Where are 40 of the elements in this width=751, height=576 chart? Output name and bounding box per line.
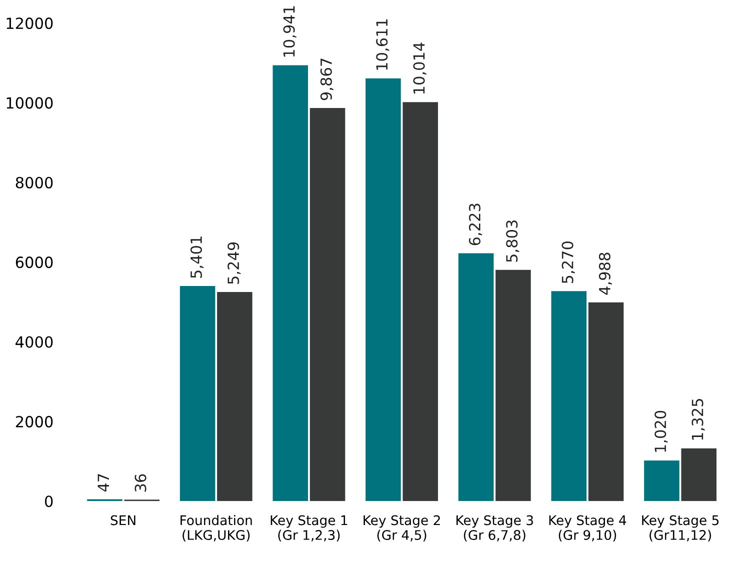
y-tick-label: 8000 xyxy=(16,176,53,188)
bar xyxy=(180,286,216,502)
data-label: 5,803 xyxy=(506,220,520,262)
data-label: 1,020 xyxy=(654,410,668,452)
bar xyxy=(588,302,624,502)
y-tick-label: 12000 xyxy=(6,18,53,30)
x-tick-label: Key Stage 4 (Gr 9,10) xyxy=(549,515,626,542)
bar xyxy=(496,270,531,502)
data-label: 4,988 xyxy=(598,252,612,295)
bar xyxy=(402,102,438,502)
bar xyxy=(310,108,346,502)
y-tick-label: 6000 xyxy=(16,256,53,268)
data-label: 10,941 xyxy=(283,6,296,57)
data-label: 10,014 xyxy=(413,42,426,94)
data-label: 10,611 xyxy=(376,19,390,70)
data-label: 5,270 xyxy=(562,241,575,284)
bar xyxy=(272,65,308,502)
data-label: 6,223 xyxy=(468,204,482,246)
data-label: 1,325 xyxy=(692,398,705,440)
data-label: 5,249 xyxy=(228,242,241,284)
bar xyxy=(644,460,680,502)
x-tick-label: Foundation (LKG,UKG) xyxy=(180,515,252,542)
x-tick-label: Key Stage 3 (Gr 6,7,8) xyxy=(456,515,533,542)
bar xyxy=(458,253,494,502)
data-label: 36 xyxy=(134,474,146,492)
x-tick-label: Key Stage 2 (Gr 4,5) xyxy=(364,515,440,542)
data-label: 5,401 xyxy=(190,236,204,278)
y-tick-label: 4000 xyxy=(16,336,53,348)
x-tick-label: Key Stage 1 (Gr 1,2,3) xyxy=(270,515,348,542)
y-tick-label: 10000 xyxy=(6,97,53,109)
x-tick-label: Key Stage 5 (Gr11,12) xyxy=(642,515,719,542)
bar xyxy=(217,292,252,502)
data-label: 9,867 xyxy=(320,58,334,100)
y-tick-label: 2000 xyxy=(16,416,53,428)
bar xyxy=(551,291,587,502)
y-tick-label: 0 xyxy=(44,496,53,508)
x-tick-label: SEN xyxy=(110,515,136,526)
bar xyxy=(681,448,716,502)
bar xyxy=(366,78,401,502)
data-label: 47 xyxy=(98,474,109,492)
